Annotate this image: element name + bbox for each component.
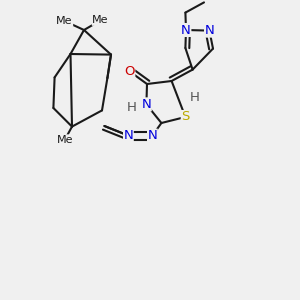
Text: H: H (127, 101, 136, 114)
Text: N: N (142, 98, 151, 111)
Text: O: O (124, 65, 135, 78)
Text: H: H (190, 91, 199, 104)
Text: N: N (148, 129, 157, 142)
Text: N: N (181, 23, 191, 37)
Text: N: N (205, 24, 214, 37)
Text: Me: Me (56, 16, 73, 26)
Text: N: N (124, 129, 133, 142)
Text: Me: Me (92, 15, 109, 26)
Text: S: S (181, 110, 190, 124)
Text: Me: Me (56, 135, 73, 145)
